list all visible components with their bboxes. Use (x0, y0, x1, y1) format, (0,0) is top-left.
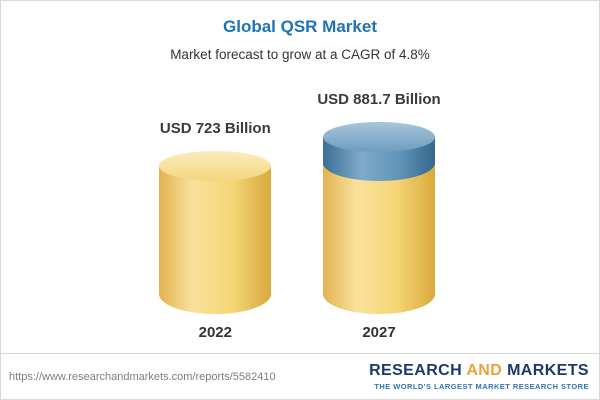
logo-wordmark: RESEARCH AND MARKETS (369, 362, 589, 380)
chart-header: Global QSR Market Market forecast to gro… (1, 1, 599, 62)
report-url: https://www.researchandmarkets.com/repor… (9, 370, 276, 383)
cylinder-top-2027 (323, 122, 435, 152)
cylinder-body-2022 (159, 166, 272, 314)
logo-word-markets: MARKETS (507, 362, 589, 380)
x-axis-label-2027: 2027 (362, 324, 396, 341)
research-and-markets-logo: RESEARCH AND MARKETS THE WORLD'S LARGEST… (369, 362, 589, 391)
bar-group-2027: USD 881.7 Billion 2027 (317, 91, 440, 341)
cylinder-bar-chart: USD 723 Billion 2022 USD 881.7 Billion 2… (1, 81, 599, 341)
logo-word-and: AND (466, 362, 503, 380)
bar-cylinder-2027 (323, 122, 435, 314)
cylinder-body-2027 (323, 162, 435, 314)
chart-subtitle: Market forecast to grow at a CAGR of 4.8… (170, 47, 430, 62)
footer: https://www.researchandmarkets.com/repor… (1, 353, 599, 399)
bar-value-label-2022: USD 723 Billion (159, 120, 271, 137)
logo-word-research: RESEARCH (369, 362, 463, 380)
cylinder-top-2022 (159, 151, 272, 181)
logo-tagline: THE WORLD'S LARGEST MARKET RESEARCH STOR… (374, 381, 589, 391)
bar-group-2022: USD 723 Billion 2022 (159, 120, 272, 341)
bar-cylinder-2022 (159, 151, 272, 314)
x-axis-label-2022: 2022 (198, 324, 232, 341)
bar-value-label-2027: USD 881.7 Billion (317, 91, 441, 108)
chart-title: Global QSR Market (223, 17, 377, 36)
